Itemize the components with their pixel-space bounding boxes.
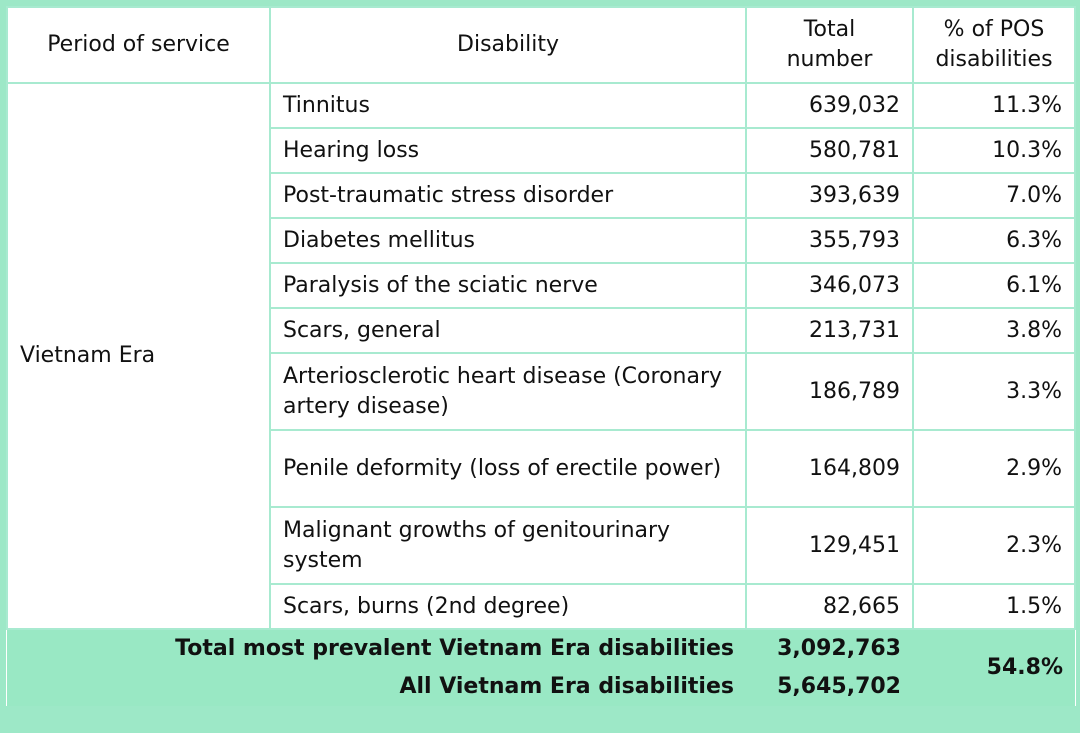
percent-cell: 6.3% xyxy=(912,217,1076,264)
percent-cell: 10.3% xyxy=(912,127,1076,174)
total-cell: 393,639 xyxy=(745,172,914,219)
table-row: Post-traumatic stress disorder 393,639 7.0… xyxy=(7,172,1076,219)
total-cell: 355,793 xyxy=(745,217,914,264)
total-cell: 186,789 xyxy=(745,352,914,431)
table-row: Scars, burns (2nd degree) 82,665 1.5% xyxy=(7,583,1076,630)
table-row: Scars, general 213,731 3.8% xyxy=(7,307,1076,354)
header-total: Total number xyxy=(745,6,914,84)
percent-cell: 1.5% xyxy=(912,583,1076,630)
disability-cell: Penile deformity (loss of erectile power… xyxy=(269,429,747,508)
total-cell: 82,665 xyxy=(745,583,914,630)
footer-percent: 54.8% xyxy=(913,629,1075,706)
footer-total-label: Total most prevalent Vietnam Era disabil… xyxy=(7,629,746,668)
percent-cell: 3.8% xyxy=(912,307,1076,354)
table-row: Vietnam Era Tinnitus 639,032 11.3% xyxy=(6,82,1076,630)
total-cell: 346,073 xyxy=(745,262,914,309)
table-row: Penile deformity (loss of erectile power… xyxy=(7,429,1076,508)
disability-table: Period of service Disability Total numbe… xyxy=(6,6,1076,706)
percent-cell: 3.3% xyxy=(912,352,1076,431)
total-cell: 129,451 xyxy=(745,506,914,585)
disability-cell: Post-traumatic stress disorder xyxy=(269,172,747,219)
header-disability: Disability xyxy=(269,6,747,84)
disability-cell: Tinnitus xyxy=(269,82,747,129)
percent-cell: 7.0% xyxy=(912,172,1076,219)
period-cell: Vietnam Era xyxy=(6,82,271,630)
percent-cell: 6.1% xyxy=(912,262,1076,309)
percent-cell: 11.3% xyxy=(912,82,1076,129)
percent-cell: 2.9% xyxy=(912,429,1076,508)
table-row: Hearing loss 580,781 10.3% xyxy=(7,127,1076,174)
table-row: Arteriosclerotic heart disease (Coronary… xyxy=(7,352,1076,431)
total-cell: 580,781 xyxy=(745,127,914,174)
footer-total-value: 3,092,763 xyxy=(746,629,913,668)
disability-table-container: Period of service Disability Total numbe… xyxy=(6,6,1076,706)
footer-all-row: All Vietnam Era disabilities 5,645,702 xyxy=(7,668,1075,706)
disability-cell: Diabetes mellitus xyxy=(269,217,747,264)
disability-cell: Paralysis of the sciatic nerve xyxy=(269,262,747,309)
disability-cell: Malignant growths of genitourinary syste… xyxy=(269,506,747,585)
footer-all-value: 5,645,702 xyxy=(746,668,913,706)
header-row: Period of service Disability Total numbe… xyxy=(6,6,1076,84)
disability-cell: Hearing loss xyxy=(269,127,747,174)
table-row: Paralysis of the sciatic nerve 346,073 6.1… xyxy=(7,262,1076,309)
footer-total-row: Total most prevalent Vietnam Era disabil… xyxy=(7,629,1075,706)
total-cell: 164,809 xyxy=(745,429,914,508)
table-row: Malignant growths of genitourinary syste… xyxy=(7,506,1076,585)
total-cell: 639,032 xyxy=(745,82,914,129)
disability-cell: Scars, general xyxy=(269,307,747,354)
footer-all-label: All Vietnam Era disabilities xyxy=(7,668,746,706)
percent-cell: 2.3% xyxy=(912,506,1076,585)
disability-cell: Arteriosclerotic heart disease (Coronary… xyxy=(269,352,747,431)
table-row: Diabetes mellitus 355,793 6.3% xyxy=(7,217,1076,264)
header-percent: % of POS disabilities xyxy=(912,6,1076,84)
header-period: Period of service xyxy=(6,6,271,84)
disability-cell: Scars, burns (2nd degree) xyxy=(269,583,747,630)
total-cell: 213,731 xyxy=(745,307,914,354)
